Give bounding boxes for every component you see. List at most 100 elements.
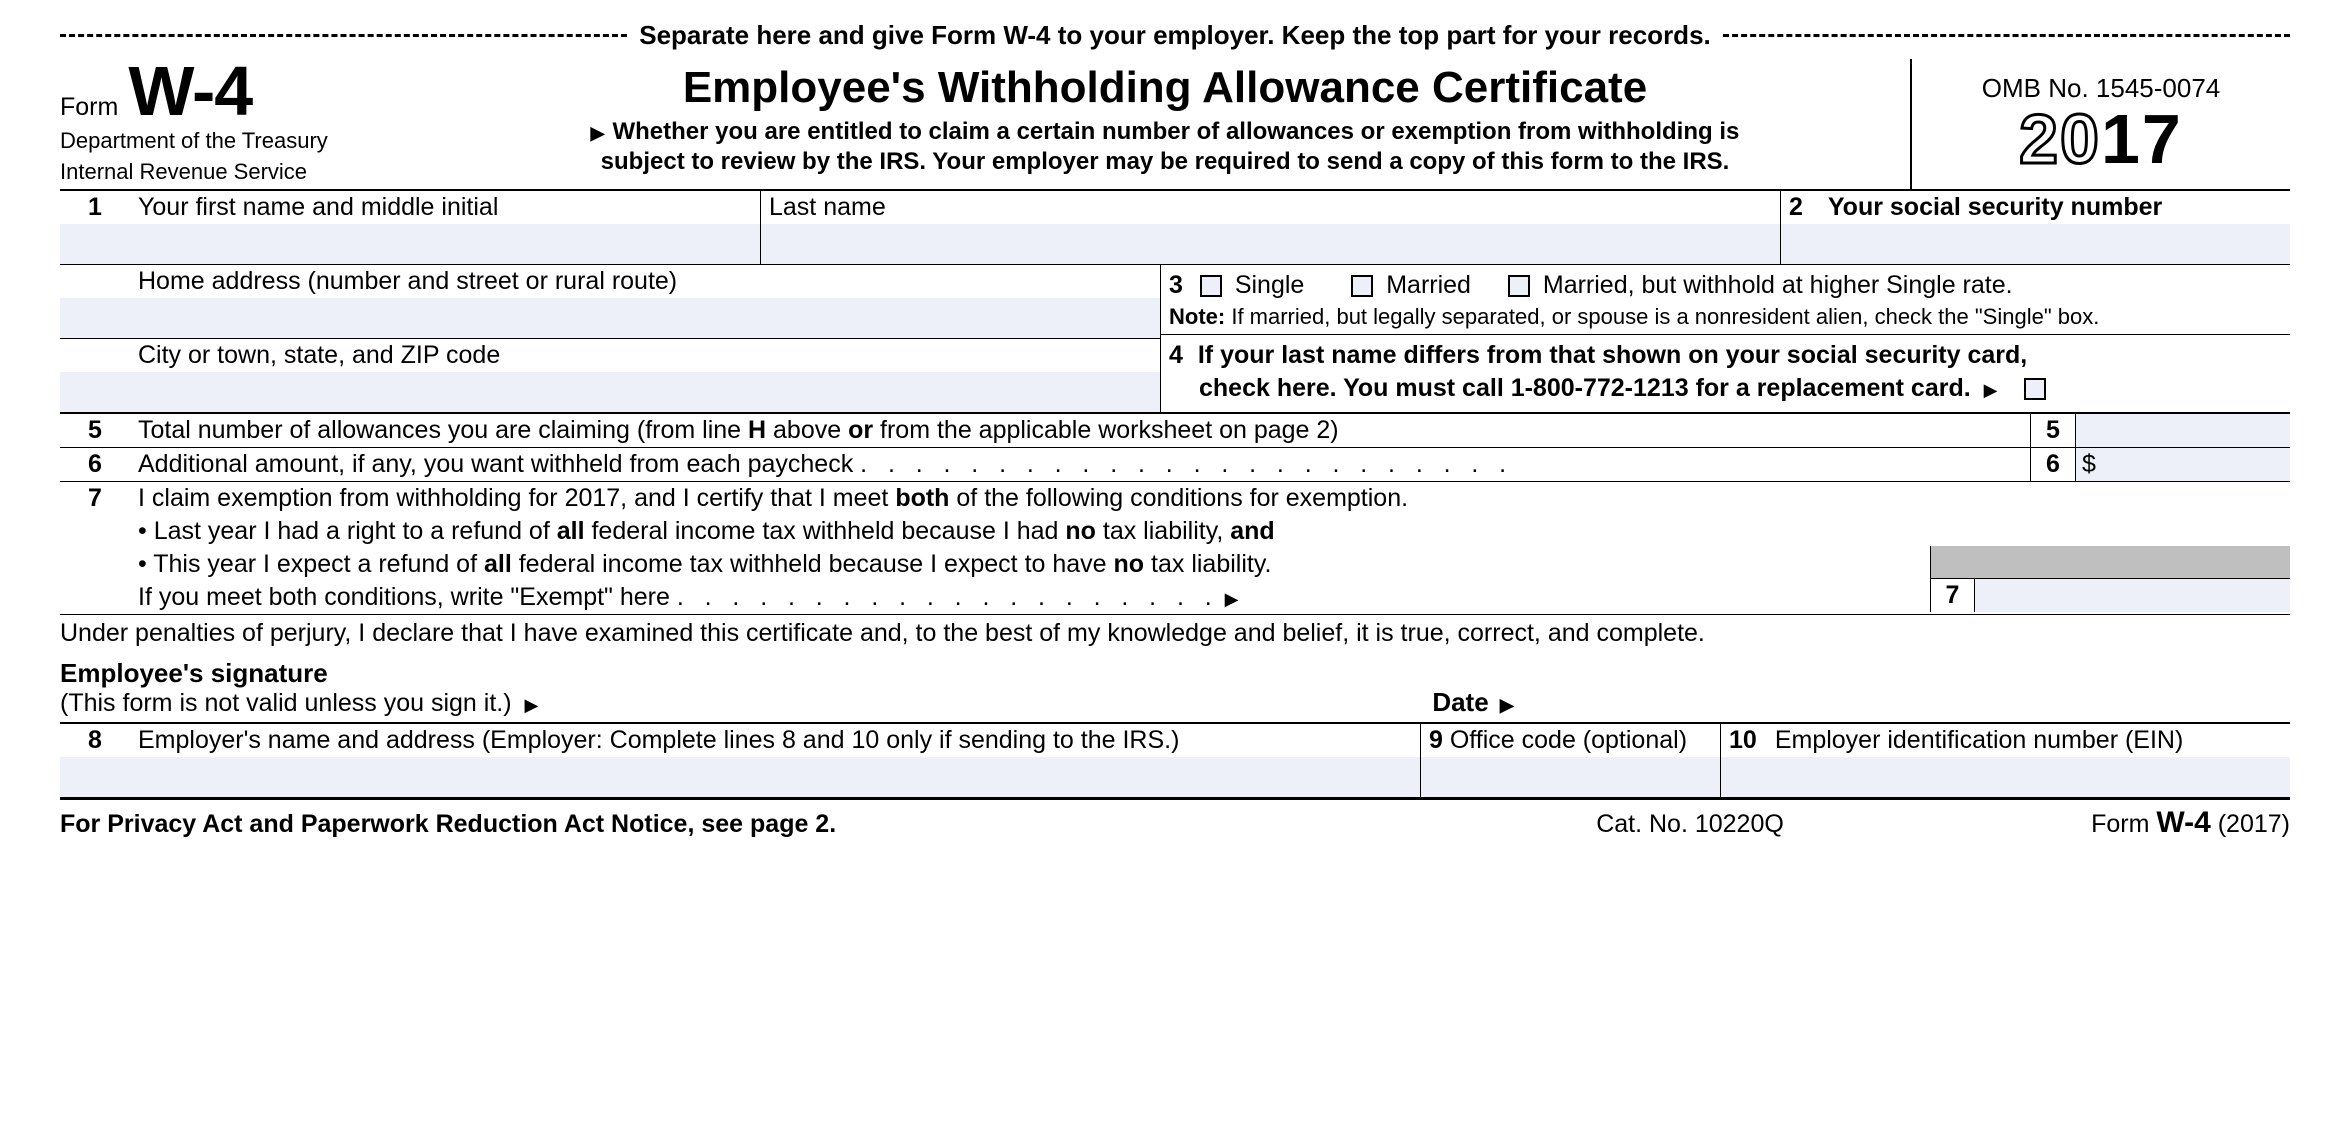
line-9-cell: 9 Office code (optional) bbox=[1420, 724, 1720, 757]
opt-single: Single bbox=[1235, 271, 1305, 299]
date-label: Date bbox=[1432, 687, 1488, 717]
line-6-amount: 6 $ bbox=[2030, 448, 2290, 481]
l7b2c: federal income tax withheld because I ex… bbox=[512, 550, 1114, 578]
date-label-cell: Date bbox=[1432, 687, 2290, 718]
arrow-icon bbox=[525, 689, 543, 717]
line-6-num: 6 bbox=[60, 448, 130, 481]
ssn-label: Your social security number bbox=[1828, 193, 2162, 221]
line-5-input[interactable] bbox=[2076, 414, 2290, 447]
filing-status-note: Note: If married, but legally separated,… bbox=[1161, 302, 2290, 335]
line-7-box-num: 7 bbox=[1930, 579, 1975, 612]
line-10-cell: 10 Employer identification number (EIN) bbox=[1720, 724, 2290, 757]
city-label: City or town, state, and ZIP code bbox=[130, 339, 508, 372]
addr-spacer bbox=[60, 265, 130, 298]
checkbox-married-higher[interactable] bbox=[1508, 275, 1530, 297]
line-7-l1: I claim exemption from withholding for 2… bbox=[138, 484, 2290, 513]
line-7-num: 7 bbox=[60, 482, 130, 614]
ein-input[interactable] bbox=[1720, 757, 2290, 797]
line-5-amount: 5 bbox=[2030, 414, 2290, 447]
line-7-input[interactable] bbox=[1975, 579, 2290, 612]
office-code-input[interactable] bbox=[1420, 757, 1720, 797]
employer-inputs-row bbox=[60, 757, 2290, 800]
line-8-num: 8 bbox=[60, 724, 130, 757]
form-header: Form W-4 Department of the Treasury Inte… bbox=[60, 59, 2290, 191]
l7-1a: I claim exemption from withholding for 2… bbox=[138, 484, 895, 512]
l7b1b: all bbox=[557, 517, 585, 545]
last-name-input[interactable] bbox=[760, 224, 1780, 264]
header-center: Employee's Withholding Allowance Certifi… bbox=[420, 59, 1910, 189]
l7b2e: tax liability. bbox=[1144, 550, 1271, 578]
note-label: Note: bbox=[1169, 304, 1225, 329]
line-4-row: 4 If your last name differs from that sh… bbox=[1161, 335, 2290, 372]
line-7-l3: If you meet both conditions, write "Exem… bbox=[138, 583, 1930, 612]
penalties-statement: Under penalties of perjury, I declare th… bbox=[60, 615, 2290, 652]
dollar-sign: $ bbox=[2082, 450, 2096, 478]
l5d: or bbox=[848, 416, 873, 444]
form-subtitle: Whether you are entitled to claim a cert… bbox=[430, 117, 1900, 177]
form-footer: For Privacy Act and Paperwork Reduction … bbox=[60, 800, 2290, 840]
line-4-b: check here. You must call 1-800-772-1213… bbox=[1199, 374, 1971, 402]
footer-left: For Privacy Act and Paperwork Reduction … bbox=[60, 810, 1490, 839]
separator-text: Separate here and give Form W-4 to your … bbox=[627, 20, 1723, 51]
employer-labels-row: 8 Employer's name and address (Employer:… bbox=[60, 724, 2290, 757]
subtitle-a: Whether you are entitled to claim a cert… bbox=[612, 118, 1739, 145]
arrow-icon bbox=[1500, 687, 1518, 717]
l7b1f: and bbox=[1230, 517, 1274, 545]
grey-block bbox=[1930, 546, 2290, 578]
line-5-num: 5 bbox=[60, 414, 130, 447]
line-4-num: 4 bbox=[1169, 341, 1183, 369]
opt-married: Married bbox=[1386, 271, 1471, 299]
line-4-a: If your last name differs from that show… bbox=[1198, 341, 2027, 369]
line-5-text: Total number of allowances you are claim… bbox=[130, 414, 2030, 447]
opt-married-higher: Married, but withhold at higher Single r… bbox=[1543, 271, 2013, 299]
address-label: Home address (number and street or rural… bbox=[130, 265, 685, 298]
employer-name-input[interactable] bbox=[60, 757, 1420, 797]
l7-3a: If you meet both conditions, write "Exem… bbox=[138, 583, 1212, 611]
first-name-input[interactable] bbox=[60, 224, 760, 264]
line-4-row-b: check here. You must call 1-800-772-1213… bbox=[1161, 372, 2290, 407]
row-name-labels: 1 Your first name and middle initial Las… bbox=[60, 191, 2290, 224]
separator-line: Separate here and give Form W-4 to your … bbox=[60, 20, 2290, 51]
l7-1c: of the following conditions for exemptio… bbox=[949, 484, 1408, 512]
line-10-label: Employer identification number (EIN) bbox=[1775, 726, 2184, 755]
signature-row: Employee's signature (This form is not v… bbox=[60, 658, 2290, 724]
row-address-status: Home address (number and street or rural… bbox=[60, 265, 2290, 412]
line-7-bullet1: • Last year I had a right to a refund of… bbox=[138, 517, 2290, 546]
fr-a: Form bbox=[2091, 810, 2156, 838]
l7b1d: no bbox=[1065, 517, 1096, 545]
header-left: Form W-4 Department of the Treasury Inte… bbox=[60, 59, 420, 189]
line-8-label: Employer's name and address (Employer: C… bbox=[130, 724, 1187, 757]
l7b2b: all bbox=[484, 550, 512, 578]
form-code: W-4 bbox=[128, 63, 252, 119]
city-input[interactable] bbox=[60, 372, 1160, 412]
signature-title: Employee's signature bbox=[60, 658, 1432, 689]
checkbox-married[interactable] bbox=[1351, 275, 1373, 297]
l7b1e: tax liability, bbox=[1096, 517, 1230, 545]
l6t: Additional amount, if any, you want with… bbox=[138, 450, 1506, 478]
checkbox-name-differs[interactable] bbox=[2024, 378, 2046, 400]
form-word: Form bbox=[60, 93, 118, 122]
ssn-input[interactable] bbox=[1780, 224, 2290, 264]
sig-note-text: (This form is not valid unless you sign … bbox=[60, 689, 512, 717]
address-input[interactable] bbox=[60, 298, 1160, 338]
first-name-label: Your first name and middle initial bbox=[130, 191, 760, 224]
note-text: If married, but legally separated, or sp… bbox=[1225, 304, 2099, 329]
line-6-row: 6 Additional amount, if any, you want wi… bbox=[60, 448, 2290, 482]
header-right: OMB No. 1545-0074 2017 bbox=[1910, 59, 2290, 189]
l5a: Total number of allowances you are claim… bbox=[138, 416, 748, 444]
l7b2a: • This year I expect a refund of bbox=[138, 550, 484, 578]
city-spacer bbox=[60, 339, 130, 372]
line-6-input[interactable]: $ bbox=[2076, 448, 2290, 481]
footer-catalog: Cat. No. 10220Q bbox=[1490, 810, 1890, 839]
arrow-icon bbox=[1225, 583, 1243, 611]
filing-status-row: 3 Single Married Married, but withhold a… bbox=[1161, 265, 2290, 302]
footer-right: Form W-4 (2017) bbox=[1890, 806, 2290, 840]
form-w4: Separate here and give Form W-4 to your … bbox=[0, 0, 2350, 860]
year-outline: 20 bbox=[2019, 100, 2101, 178]
form-title: Employee's Withholding Allowance Certifi… bbox=[430, 63, 1900, 113]
l7b1c: federal income tax withheld because I ha… bbox=[585, 517, 1066, 545]
checkbox-single[interactable] bbox=[1200, 275, 1222, 297]
line-6-box-num: 6 bbox=[2031, 448, 2076, 481]
dept-line1: Department of the Treasury bbox=[60, 128, 412, 153]
l7-1b: both bbox=[895, 484, 949, 512]
